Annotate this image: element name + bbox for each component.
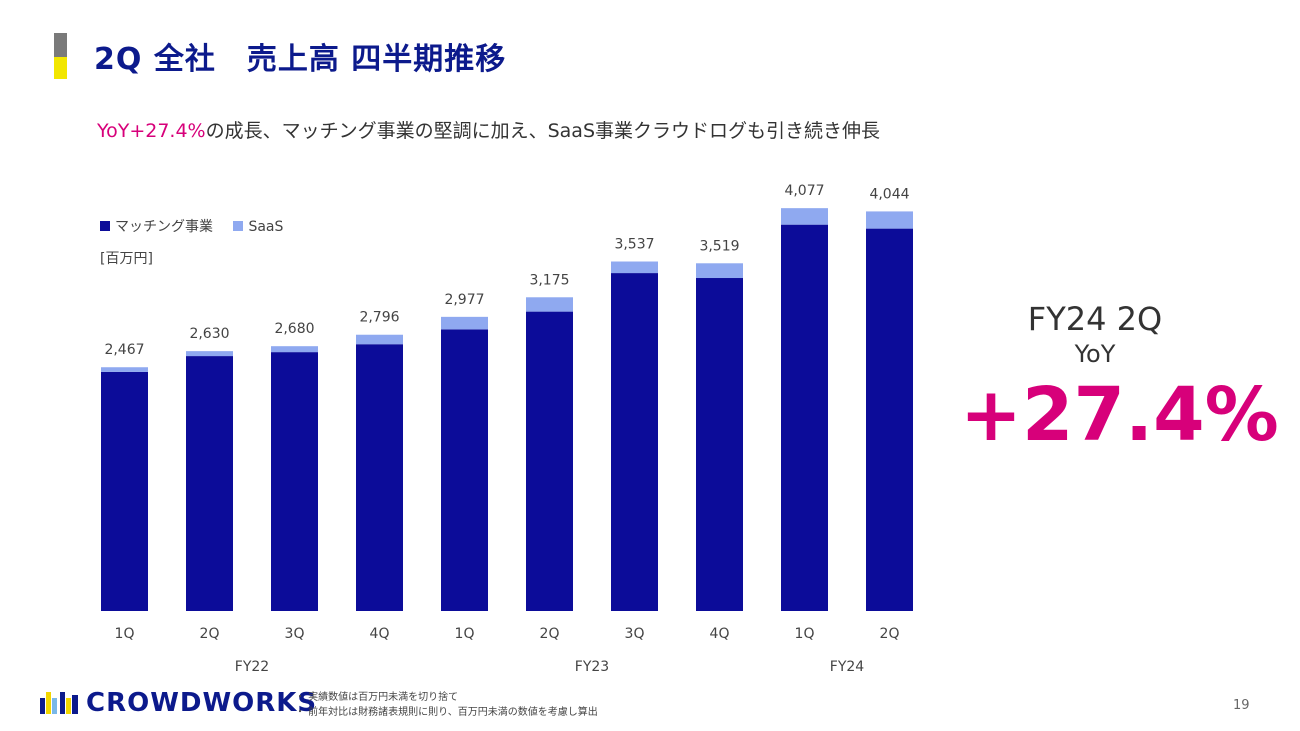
bar-saas <box>271 346 318 353</box>
data-label-total: 2,796 <box>359 310 399 326</box>
bar-matching <box>526 311 573 611</box>
legend-swatch-matching <box>100 221 110 231</box>
bar-saas <box>441 316 488 330</box>
kpi-label: YoY <box>1074 340 1116 368</box>
bar-matching <box>441 329 488 611</box>
bar-matching <box>781 224 828 611</box>
x-group-label: FY24 <box>830 659 865 675</box>
bar-saas <box>781 208 828 225</box>
data-label-total: 4,077 <box>784 183 824 199</box>
bar-saas <box>101 367 148 372</box>
x-group-label: FY22 <box>235 659 269 675</box>
bar-saas <box>186 351 233 357</box>
x-tick-label: 1Q <box>795 626 815 642</box>
subtitle-highlight: YoY+27.4% <box>97 120 206 142</box>
bar-matching <box>611 273 658 611</box>
bar-matching <box>866 228 913 611</box>
bar-matching <box>101 371 148 611</box>
data-label-total: 3,175 <box>529 272 569 288</box>
logo-text: CROWDWORKS <box>86 688 318 718</box>
bar-matching <box>271 352 318 611</box>
page-number: 19 <box>1233 698 1250 713</box>
bar-saas <box>611 261 658 274</box>
x-tick-label: 2Q <box>200 626 220 642</box>
bar-matching <box>186 356 233 611</box>
data-label-total: 2,630 <box>189 326 229 342</box>
legend-item-saas: SaaS <box>233 219 283 235</box>
data-label-total: 3,537 <box>614 237 654 253</box>
data-label-total: 2,467 <box>104 342 144 358</box>
title-accent-gray <box>54 33 67 57</box>
bar-saas <box>696 263 743 279</box>
x-tick-label: 1Q <box>115 626 135 642</box>
logo-mark-icon <box>40 692 78 714</box>
chart-legend: マッチング事業 SaaS <box>100 216 299 236</box>
bar-matching <box>356 344 403 611</box>
data-label-total: 3,519 <box>699 238 739 254</box>
legend-swatch-saas <box>233 221 244 231</box>
title-accent-yellow <box>54 57 67 79</box>
subtitle-text: の成長、マッチング事業の堅調に加え、SaaS事業クラウドログも引き続き伸長 <box>205 120 881 142</box>
legend-item-matching: マッチング事業 <box>100 216 213 236</box>
legend-label-matching: マッチング事業 <box>115 219 213 235</box>
data-label-total: 2,977 <box>444 292 484 308</box>
footnote: ・ 前年対比は財務諸表規則に則り、百万円未満の数値を考慮し算出 <box>295 707 598 718</box>
data-label-total: 2,680 <box>274 321 314 337</box>
x-tick-label: 2Q <box>540 626 560 642</box>
bar-saas <box>866 211 913 229</box>
x-tick-label: 3Q <box>285 626 305 642</box>
subtitle: YoY+27.4%の成長、マッチング事業の堅調に加え、SaaS事業クラウドログも… <box>97 116 880 143</box>
x-tick-label: 1Q <box>455 626 475 642</box>
unit-label: [百万円] <box>100 251 153 267</box>
x-tick-label: 4Q <box>370 626 390 642</box>
kpi-value: +27.4% <box>960 372 1279 458</box>
bar-saas <box>356 334 403 345</box>
x-tick-label: 2Q <box>880 626 900 642</box>
footnote: ・ 実績数値は百万円未満を切り捨て <box>295 692 459 703</box>
x-tick-label: 3Q <box>625 626 645 642</box>
kpi-period: FY24 2Q <box>1027 300 1163 338</box>
x-tick-label: 4Q <box>710 626 730 642</box>
data-label-total: 4,044 <box>869 186 909 202</box>
bar-saas <box>526 297 573 312</box>
x-group-label: FY23 <box>575 659 609 675</box>
footnotes: ・ 実績数値は百万円未満を切り捨て ・ 前年対比は財務諸表規則に則り、百万円未満… <box>295 690 598 720</box>
page-title: 2Q 全社 売上高 四半期推移 <box>94 42 507 77</box>
bar-matching <box>696 278 743 611</box>
legend-label-saas: SaaS <box>248 219 284 235</box>
revenue-bar-chart: 2,467 1Q 2,630 2Q 2,680 3Q 2,796 4Q 2,977 1Q 3,175… <box>101 183 913 675</box>
